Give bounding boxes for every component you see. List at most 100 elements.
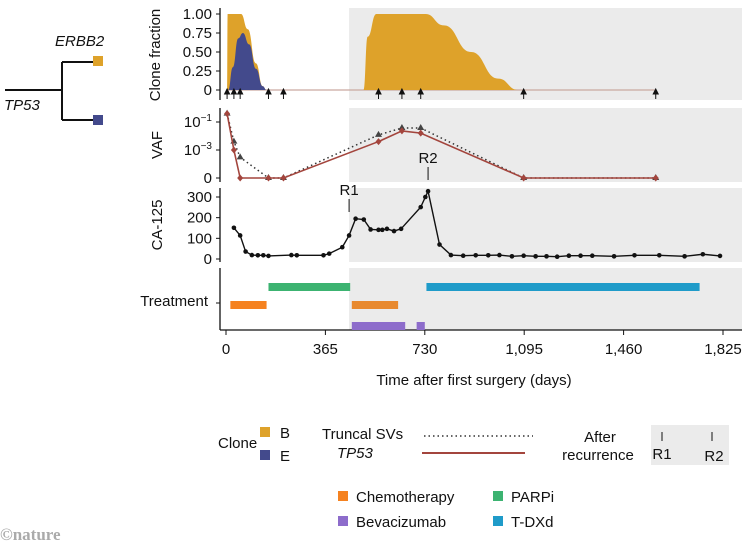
treatment-bar-t-dxd — [426, 283, 700, 291]
tree-label-tp53: TP53 — [4, 97, 41, 114]
tree-label-erbb2: ERBB2 — [55, 33, 105, 50]
phylogenetic-tree — [5, 61, 95, 121]
recurrence-annotation-r2: R2 — [418, 150, 437, 167]
ca125-point — [294, 252, 300, 258]
tp53-point — [280, 174, 287, 182]
ca125-point — [473, 252, 479, 258]
x-tick-label: 1,460 — [605, 341, 643, 358]
tp53-point — [520, 174, 527, 182]
ca125-point — [418, 204, 424, 210]
ca125-point — [554, 254, 560, 260]
tp53-point — [230, 146, 237, 154]
truncal-svs-point — [236, 153, 244, 160]
sample-arrow-icon — [398, 87, 406, 99]
vaf-tick-base: 10 — [184, 114, 201, 131]
legend-swatch-parpi — [493, 491, 503, 501]
sample-arrow-icon — [223, 87, 231, 99]
vaf-tick-exponent: −3 — [201, 141, 213, 152]
sample-arrow-icon — [375, 87, 382, 99]
tp53-point — [417, 129, 424, 137]
sample-arrow-icon — [652, 87, 660, 99]
x-tick-label: 730 — [412, 341, 437, 358]
clone-fraction-tick-label: 0.50 — [183, 44, 212, 61]
legend-label-truncal: Truncal SVs — [322, 426, 403, 443]
clone-b-area — [363, 14, 518, 90]
x-tick-label: 0 — [222, 341, 230, 358]
clone-e-area — [228, 33, 267, 90]
legend-r1: R1 — [652, 446, 671, 463]
ca125-point — [425, 188, 431, 194]
legend-label-tp53: TP53 — [337, 445, 374, 462]
after-recurrence-region — [349, 268, 742, 330]
clone-e-node — [93, 115, 103, 125]
clone-fraction-tick-label: 0 — [204, 82, 212, 99]
treatment-bar-parpi — [268, 283, 351, 291]
tp53-point — [224, 110, 231, 118]
ca125-point — [497, 252, 502, 258]
ca125-point — [521, 253, 526, 258]
ca125-tick-label: 0 — [204, 251, 212, 268]
truncal-svs-line — [226, 113, 656, 179]
legend-swatch-e — [260, 450, 270, 460]
truncal-svs-point — [398, 124, 406, 131]
legend-recurrence-label: recurrence — [562, 447, 634, 464]
vaf-tick-base: 0 — [204, 170, 212, 187]
ca125-point — [321, 252, 326, 258]
tp53-point — [265, 174, 272, 182]
clone-fraction-tick-label: 0.25 — [183, 63, 212, 80]
treatment-bar-bevacizumab — [416, 322, 425, 330]
tp53-line — [226, 113, 656, 179]
legend-swatch-chemotherapy — [338, 491, 348, 501]
vaf-tick-exponent: −1 — [201, 113, 213, 124]
vaf-tick-label: 0 — [204, 170, 212, 187]
sample-arrow-icon — [236, 87, 244, 99]
vaf-tick-label: 10−3 — [184, 141, 213, 159]
legend-swatch-b — [260, 427, 270, 437]
ca125-point — [255, 252, 261, 258]
legend-label-parpi: PARPi — [511, 489, 554, 506]
recurrence-annotation-r1: R1 — [339, 182, 358, 199]
ca125-tick-label: 100 — [187, 230, 212, 247]
ca125-point — [231, 225, 237, 231]
ca125-point — [380, 227, 385, 233]
ca125-point — [398, 226, 404, 232]
ca125-point — [509, 254, 515, 259]
clone-fraction-axis-label: Clone fraction — [147, 9, 164, 102]
ca125-point — [249, 252, 255, 258]
legend-after-swatch — [651, 425, 729, 465]
legend-clone-title: Clone — [218, 435, 257, 452]
ca125-point — [437, 242, 442, 247]
legend-label-b: B — [280, 425, 290, 442]
treatment-bar-bevacizumab — [351, 322, 406, 330]
x-tick-label: 365 — [313, 341, 338, 358]
legend-label-chemotherapy: Chemotherapy — [356, 489, 455, 506]
legend-swatch-tdxd — [493, 516, 503, 526]
ca125-point — [368, 227, 373, 232]
ca125-point — [700, 251, 706, 257]
ca125-point — [423, 194, 428, 200]
ca125-point — [361, 217, 367, 222]
x-tick-label: 1,825 — [704, 341, 742, 358]
ca125-point — [376, 227, 381, 233]
treatment-bar-chemotherapy — [351, 301, 399, 309]
ca125-point — [544, 254, 549, 259]
sample-arrow-icon — [520, 87, 527, 99]
ca125-point — [682, 254, 687, 259]
sample-arrow-icon — [417, 87, 425, 99]
ca125-point — [346, 233, 352, 238]
ca125-point — [384, 226, 390, 232]
ca125-point — [656, 252, 662, 258]
vaf-tick-label: 10−1 — [184, 113, 213, 131]
sample-arrow-icon — [230, 87, 238, 99]
tp53-point — [237, 174, 244, 182]
ca125-point — [578, 253, 583, 258]
x-axis-title: Time after first surgery (days) — [376, 372, 571, 389]
after-recurrence-region — [349, 108, 742, 182]
legend: Clone B E Truncal SVs TP53 After recurre… — [218, 425, 729, 531]
ca125-point — [448, 252, 454, 258]
clone-fraction-tick-label: 1.00 — [183, 6, 212, 23]
legend-swatch-bevacizumab — [338, 516, 348, 526]
ca125-point — [533, 254, 538, 259]
ca125-point — [391, 228, 397, 234]
